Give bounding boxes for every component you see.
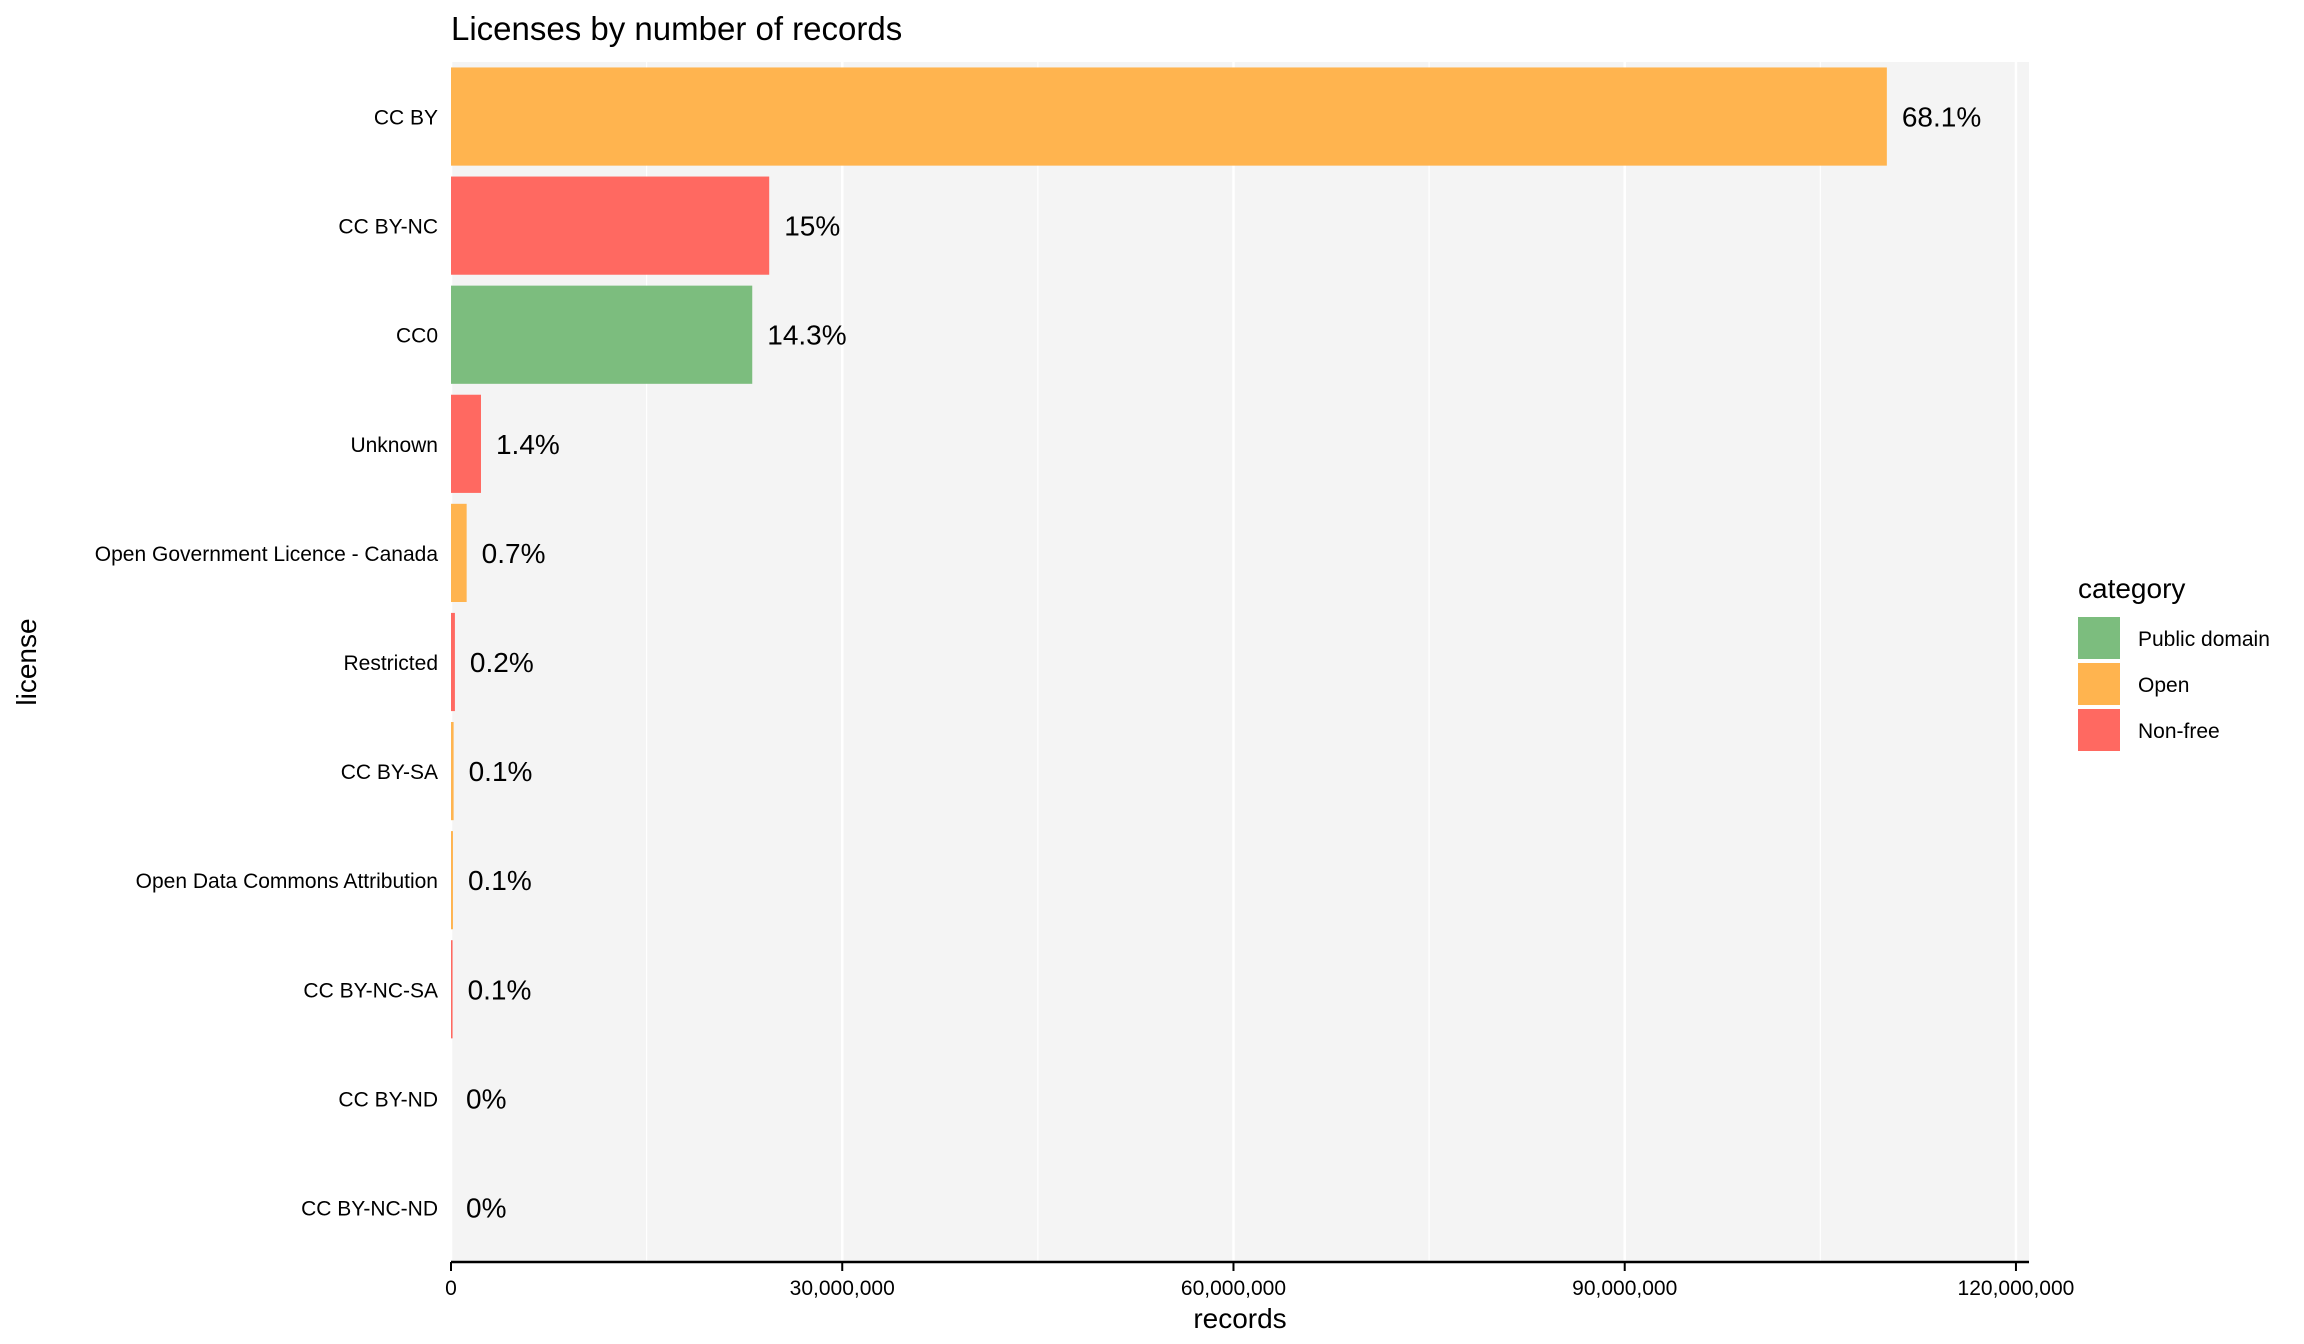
bar-open-data-commons-attribution [451,831,453,930]
x-tick-label: 60,000,000 [1181,1277,1286,1300]
bar-cc-by-sa [451,722,454,821]
legend-title: category [2078,573,2185,604]
legend-label-public-domain: Public domain [2138,628,2270,651]
legend-swatch-non-free [2078,709,2120,751]
bar-value-label: 0.1% [468,974,532,1005]
bar-value-label: 15% [784,211,840,242]
bar-cc-by [451,67,1887,166]
gridlines [449,62,2018,1262]
x-tick-label: 0 [445,1277,457,1300]
x-axis-title: records [1193,1303,1286,1334]
y-tick-label: CC BY-ND [338,1088,438,1111]
y-tick-label: Open Data Commons Attribution [136,870,438,893]
bars [451,67,1887,1039]
y-tick-label: CC BY-NC [338,216,438,239]
bar-cc0 [451,285,753,384]
y-tick-label: CC BY-NC-ND [301,1197,438,1220]
y-tick-label: CC BY-SA [341,761,438,784]
legend-label-non-free: Non-free [2138,720,2220,743]
bar-unknown [451,394,481,493]
legend: category Public domain Open Non-free [2078,573,2270,751]
y-tick-label: Open Government Licence - Canada [95,543,439,566]
bar-value-label: 0.1% [469,756,533,787]
x-axis-ticks: 0 30,000,000 60,000,000 90,000,000 120,000,0… [445,1262,2074,1300]
y-axis-labels: CC BY CC BY-NC CC0 Unknown Open Government L… [95,107,439,1221]
x-tick-label: 90,000,000 [1572,1277,1677,1300]
bar-labels: 68.1% 15% 14.3% 1.4% 0.7% 0.2% 0.1% 0.1% 0.1% 0% 0… [466,102,1981,1224]
x-tick-label: 30,000,000 [790,1277,895,1300]
y-tick-label: CC BY-NC-SA [303,979,438,1002]
y-tick-label: CC BY [374,107,438,130]
legend-label-open: Open [2138,674,2189,697]
y-axis-title: license [11,618,42,705]
bar-value-label: 0% [466,1192,506,1223]
bar-open-government-licence-canada [451,503,467,602]
bar-value-label: 0.7% [482,538,546,569]
y-tick-label: Restricted [343,652,438,675]
y-tick-label: CC0 [396,325,438,348]
bar-value-label: 14.3% [767,320,846,351]
x-tick-label: 120,000,000 [1958,1277,2075,1300]
bar-value-label: 0.1% [468,865,532,896]
bar-value-label: 1.4% [496,429,560,460]
y-tick-label: Unknown [350,434,438,457]
bar-value-label: 0.2% [470,647,534,678]
legend-items: Public domain Open Non-free [2078,617,2270,751]
bar-restricted [451,612,455,712]
bar-value-label: 68.1% [1902,102,1981,133]
chart-title: Licenses by number of records [451,10,902,47]
bar-cc-by-nc [451,176,770,275]
legend-swatch-public-domain [2078,617,2120,659]
legend-swatch-open [2078,663,2120,705]
bar-cc-by-nc-sa [451,940,453,1039]
bar-value-label: 0% [466,1083,506,1114]
